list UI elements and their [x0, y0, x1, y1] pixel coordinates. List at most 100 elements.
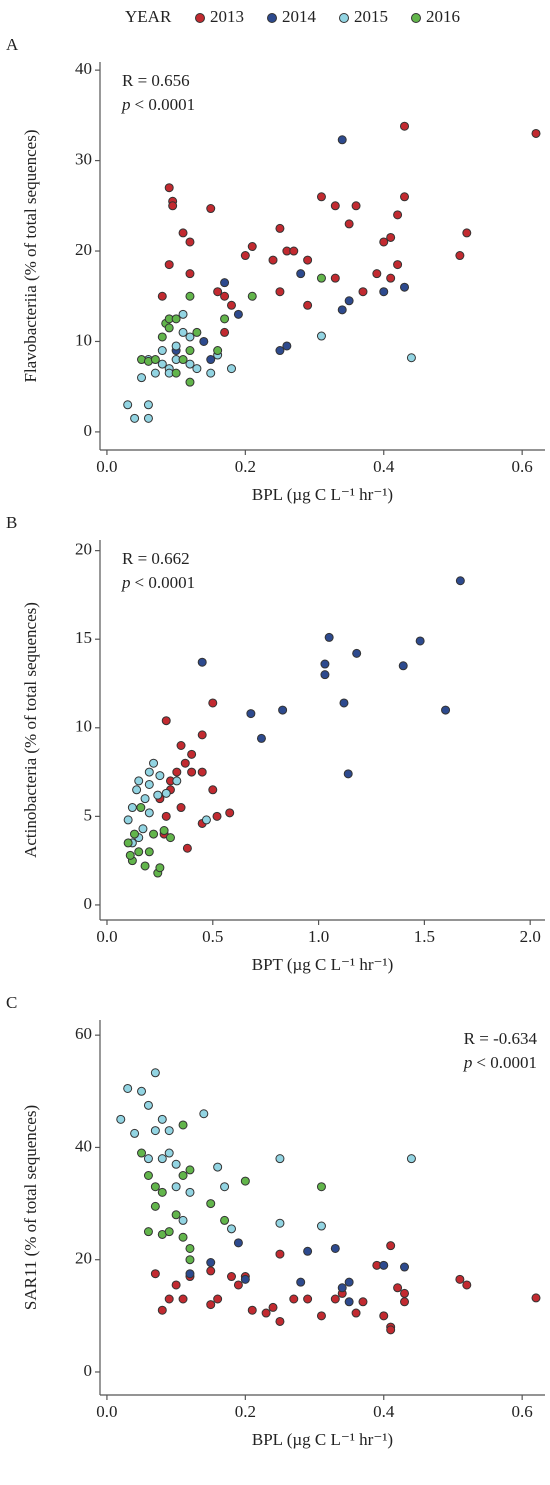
point	[157, 291, 167, 301]
point	[176, 803, 186, 813]
point	[240, 251, 250, 261]
point	[233, 309, 243, 319]
point	[386, 1325, 396, 1335]
point	[164, 1126, 174, 1136]
point	[213, 287, 223, 297]
point	[178, 355, 188, 365]
point	[171, 1159, 181, 1169]
point	[185, 377, 195, 387]
point	[233, 1238, 243, 1248]
y-tick-label: 10	[75, 330, 92, 349]
point	[330, 1243, 340, 1253]
point	[149, 758, 159, 768]
point	[220, 1215, 230, 1225]
point	[171, 341, 181, 351]
x-tick-label: 0.0	[96, 457, 117, 476]
point	[150, 1068, 160, 1078]
point	[129, 829, 139, 839]
point	[220, 1182, 230, 1192]
annotation-r: R = 0.662	[122, 549, 190, 568]
point	[212, 811, 222, 821]
point	[462, 228, 472, 238]
point	[379, 237, 389, 247]
point	[185, 359, 195, 369]
point	[178, 1294, 188, 1304]
point	[185, 1255, 195, 1265]
x-tick-label: 0.4	[373, 457, 395, 476]
point	[130, 1128, 140, 1138]
point	[275, 223, 285, 233]
point	[125, 850, 135, 860]
point	[144, 808, 154, 818]
point	[201, 815, 211, 825]
point	[199, 1109, 209, 1119]
point	[134, 847, 144, 857]
annotation-p: p < 0.0001	[121, 573, 195, 592]
point	[150, 368, 160, 378]
point	[339, 698, 349, 708]
point	[289, 1294, 299, 1304]
point	[303, 1294, 313, 1304]
point	[178, 1171, 188, 1181]
point	[161, 811, 171, 821]
point	[337, 1283, 347, 1293]
point	[157, 346, 167, 356]
p-symbol: p	[121, 573, 131, 592]
legend-marker	[267, 13, 277, 23]
point	[275, 1154, 285, 1164]
point	[247, 291, 257, 301]
point	[455, 251, 465, 261]
point	[213, 1294, 223, 1304]
point	[161, 788, 171, 798]
point	[178, 1232, 188, 1242]
point	[400, 1262, 410, 1272]
annotation-r: R = 0.656	[122, 71, 190, 90]
point	[296, 269, 306, 279]
point	[351, 201, 361, 211]
point	[344, 296, 354, 306]
point	[226, 1272, 236, 1282]
point	[178, 1120, 188, 1130]
x-tick-label: 0.5	[202, 927, 223, 946]
point	[386, 1241, 396, 1251]
point	[192, 364, 202, 374]
point	[320, 659, 330, 669]
point	[282, 341, 292, 351]
point	[316, 1311, 326, 1321]
y-tick-label: 0	[84, 421, 93, 440]
point	[137, 373, 147, 383]
annotation-r: R = -0.634	[464, 1029, 538, 1048]
point	[149, 829, 159, 839]
point	[275, 1218, 285, 1228]
point	[132, 785, 142, 795]
p-value: < 0.0001	[135, 95, 196, 114]
x-tick-label: 1.0	[308, 927, 329, 946]
point	[225, 808, 235, 818]
point	[358, 287, 368, 297]
point	[178, 309, 188, 319]
point	[386, 273, 396, 283]
point	[144, 779, 154, 789]
point	[320, 670, 330, 680]
x-axis-label: BPL (µg C L⁻¹ hr⁻¹)	[252, 1430, 393, 1449]
point	[150, 355, 160, 365]
point	[226, 1224, 236, 1234]
point	[206, 1258, 216, 1268]
p-value: < 0.0001	[135, 573, 196, 592]
point	[171, 368, 181, 378]
point	[400, 282, 410, 292]
point	[455, 576, 465, 586]
y-axis-label: SAR11 (% of total sequences)	[21, 1105, 40, 1310]
point	[206, 204, 216, 214]
point	[178, 228, 188, 238]
point	[157, 1154, 167, 1164]
point	[155, 863, 165, 873]
point	[393, 260, 403, 270]
point	[220, 314, 230, 324]
point	[400, 192, 410, 202]
point	[275, 1316, 285, 1326]
legend-label: 2016	[426, 7, 460, 26]
point	[134, 776, 144, 786]
point	[247, 1305, 257, 1315]
